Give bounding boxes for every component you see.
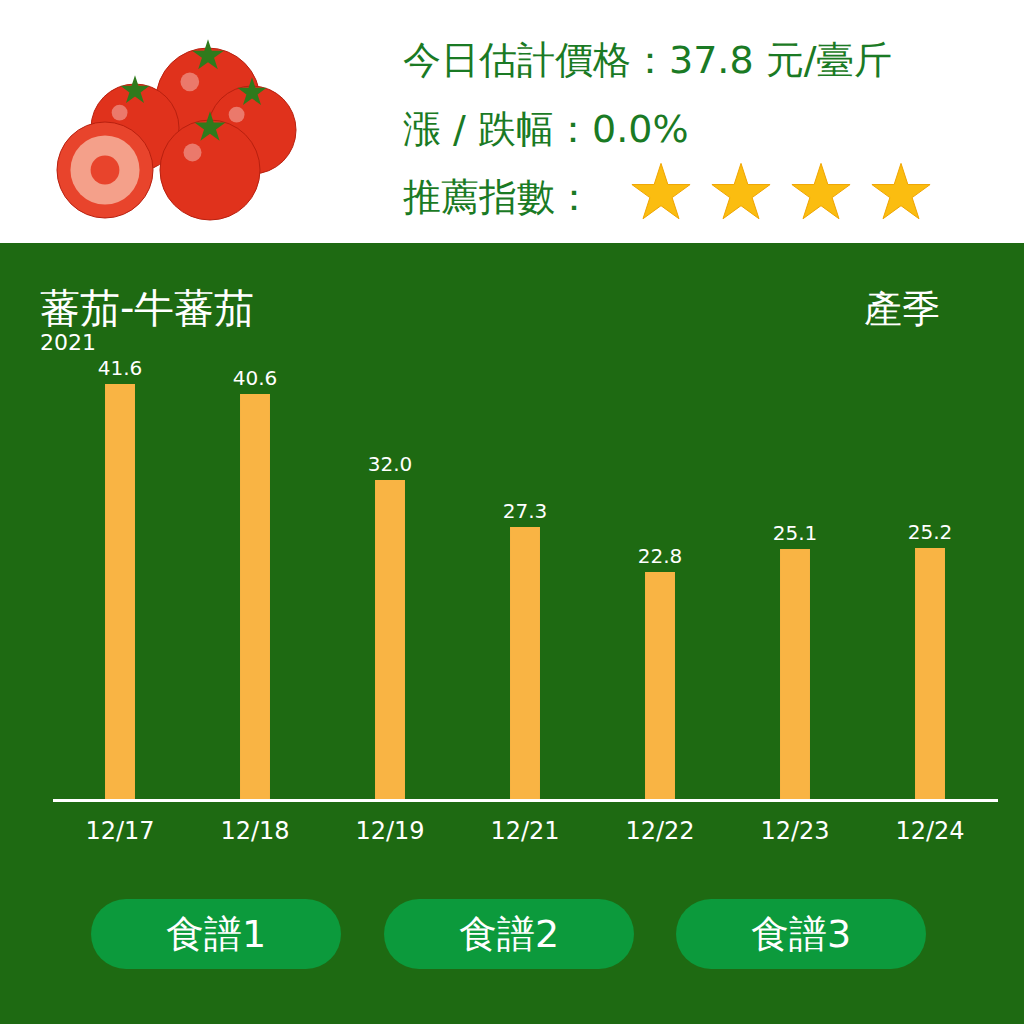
recipe-button-bg[interactable] xyxy=(384,899,634,969)
buttons: 食譜1 食譜2 食譜3 xyxy=(91,899,926,969)
data-label: 25.1 xyxy=(773,521,818,545)
x-tick: 12/18 xyxy=(220,800,289,845)
bar xyxy=(645,572,675,800)
tomato-stem xyxy=(194,111,225,141)
rating-label: 推薦指數： xyxy=(403,175,593,219)
rating-star xyxy=(792,163,850,218)
data-label: 27.3 xyxy=(503,499,548,523)
rating-star xyxy=(872,163,930,218)
bar xyxy=(780,549,810,800)
tomato-shine xyxy=(180,72,199,91)
tomato-stem xyxy=(120,75,149,103)
x-tick-label: 12/23 xyxy=(760,817,829,845)
recipe-button-label[interactable]: 食譜1 xyxy=(166,912,266,956)
rating-stars xyxy=(632,163,930,218)
tomato xyxy=(57,122,153,218)
bar xyxy=(510,527,540,800)
x-tick-label: 12/17 xyxy=(85,817,154,845)
recipe-button-label[interactable]: 食譜3 xyxy=(751,912,851,956)
x-tick: 12/17 xyxy=(85,800,154,845)
change-line: 漲 / 跌幅：0.0% xyxy=(403,107,689,151)
x-axis: 12/17 12/18 12/19 12/21 12/22 12/23 12/24 xyxy=(53,800,998,845)
header-bg xyxy=(0,0,1024,243)
recipe-button[interactable]: 食譜2 xyxy=(384,899,634,969)
price-line: 今日估計價格：37.8 元/臺斤 xyxy=(403,38,893,82)
x-tick-label: 12/21 xyxy=(490,817,559,845)
x-tick: 12/21 xyxy=(490,800,559,845)
data-label: 40.6 xyxy=(233,366,278,390)
data-label: 22.8 xyxy=(638,544,683,568)
x-tick-label: 12/19 xyxy=(355,817,424,845)
recipe-button[interactable]: 食譜3 xyxy=(676,899,926,969)
x-axis-line xyxy=(53,799,998,802)
rating-star xyxy=(712,163,770,218)
recipe-button-bg[interactable] xyxy=(676,899,926,969)
tomato-shine xyxy=(184,144,202,162)
year-label: 2021 xyxy=(40,330,96,355)
price-label: 今日估計價格： xyxy=(403,38,669,82)
bar xyxy=(240,394,270,800)
bar xyxy=(375,480,405,800)
tomato-flesh xyxy=(70,135,139,204)
recipe-button-bg[interactable] xyxy=(91,899,341,969)
data-label: 25.2 xyxy=(908,520,953,544)
data-labels: 41.6 40.6 32.0 27.3 22.8 25.1 25.2 xyxy=(98,356,953,568)
bar xyxy=(105,384,135,800)
tomato-shine xyxy=(112,105,128,121)
price-value: 37.8 元/臺斤 xyxy=(669,38,893,82)
x-tick-label: 12/18 xyxy=(220,817,289,845)
tomato xyxy=(160,120,260,220)
bar xyxy=(915,548,945,800)
data-label: 41.6 xyxy=(98,356,143,380)
x-tick-label: 12/24 xyxy=(895,817,964,845)
tomato-stem xyxy=(237,77,266,105)
data-label: 32.0 xyxy=(368,452,413,476)
tomato-stem xyxy=(192,39,224,69)
x-tick: 12/22 xyxy=(625,800,694,845)
bars xyxy=(105,384,945,800)
recipe-button[interactable]: 食譜1 xyxy=(91,899,341,969)
change-value: 0.0% xyxy=(592,107,689,151)
x-tick: 12/19 xyxy=(355,800,424,845)
tomato-shine xyxy=(229,107,245,123)
season-label: 產季 xyxy=(864,287,940,331)
x-tick: 12/24 xyxy=(895,800,964,845)
recipe-button-label[interactable]: 食譜2 xyxy=(459,912,559,956)
tomato-image xyxy=(57,39,296,220)
page: 今日估計價格：37.8 元/臺斤漲 / 跌幅：0.0%推薦指數：蕃茄-牛蕃茄20… xyxy=(0,0,1024,1024)
change-label: 漲 / 跌幅： xyxy=(403,107,592,151)
chart-title: 蕃茄-牛蕃茄 xyxy=(40,285,254,331)
tomato-core xyxy=(91,156,120,185)
x-tick: 12/23 xyxy=(760,800,829,845)
rating-star xyxy=(632,163,690,218)
panel-bg xyxy=(0,243,1024,1024)
x-tick-label: 12/22 xyxy=(625,817,694,845)
